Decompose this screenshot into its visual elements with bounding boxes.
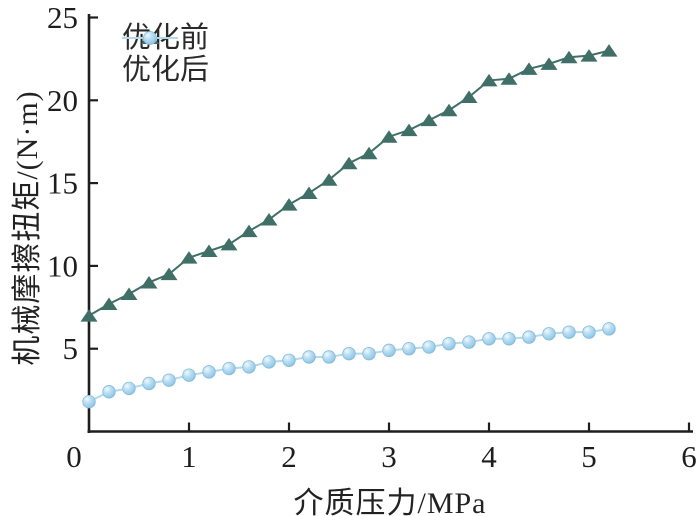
x-tick-label: 4 [481, 439, 497, 474]
triangle-point [560, 50, 578, 64]
sphere-point [302, 350, 316, 364]
sphere-point [402, 342, 416, 356]
series-before [80, 44, 618, 322]
x-tick-label: 5 [581, 439, 597, 474]
triangle-point [420, 113, 438, 127]
y-tick-label: 15 [47, 166, 78, 201]
sphere-point [342, 346, 356, 361]
y-tick-label: 10 [47, 248, 78, 283]
triangle-point [440, 103, 458, 117]
sphere-point [242, 360, 256, 374]
sphere-point [582, 325, 596, 339]
sphere-point [102, 385, 116, 399]
sphere-point [602, 322, 616, 336]
sphere-marker-icon [122, 31, 178, 45]
y-tick-label: 20 [47, 83, 78, 118]
legend-label-after: 优化后 [122, 54, 210, 86]
triangle-point [220, 237, 238, 251]
triangle-point [540, 57, 558, 70]
triangle-point [380, 130, 398, 143]
series-after [82, 322, 616, 409]
sphere-point [382, 343, 396, 358]
sphere-point [502, 332, 516, 346]
triangle-point [280, 198, 298, 211]
sphere-point [122, 381, 136, 396]
triangle-point [240, 224, 258, 238]
sphere-point [442, 337, 456, 351]
sphere-point [162, 373, 176, 387]
sphere-point [142, 376, 156, 391]
x-tick-label: 2 [281, 439, 297, 474]
triangle-point [500, 72, 518, 85]
triangle-point [520, 62, 538, 75]
triangle-point [160, 267, 178, 281]
y-tick-label: 5 [63, 331, 79, 366]
sphere-point [522, 330, 536, 344]
sphere-point [202, 365, 216, 379]
x-tick-label: 6 [681, 439, 697, 474]
sphere-point [422, 340, 436, 354]
x-axis-title: 介质压力/MPa [293, 487, 487, 516]
sphere-point [362, 346, 376, 361]
sphere-point [222, 361, 236, 376]
triangle-point [260, 213, 278, 226]
triangle-point [100, 297, 118, 310]
sphere-point [82, 394, 96, 409]
triangle-point [320, 173, 338, 186]
triangle-point [400, 123, 418, 137]
triangle-point [140, 275, 158, 289]
sphere-point [262, 355, 276, 369]
triangle-point [180, 251, 198, 264]
legend: 优化前 优化后 [122, 23, 209, 86]
triangle-point [580, 49, 598, 62]
triangle-point [80, 309, 98, 322]
triangle-point [200, 244, 218, 257]
y-axis-title: 机械摩擦扭矩/(N·m) [11, 90, 44, 366]
sphere-point [322, 350, 336, 364]
sphere-point [182, 368, 196, 382]
triangle-point [600, 44, 618, 57]
x-tick-label: 1 [181, 439, 197, 474]
sphere-point [562, 325, 576, 339]
triangle-point [360, 146, 378, 160]
sphere-point [542, 327, 556, 341]
x-tick-label: 3 [381, 439, 397, 474]
sphere-point [462, 335, 476, 349]
legend-item-after: 优化后 [122, 31, 210, 86]
triangle-point [480, 73, 498, 87]
x-tick-label: 0 [66, 439, 82, 474]
sphere-point [482, 332, 496, 346]
triangle-point [460, 90, 478, 103]
sphere-point [282, 353, 296, 367]
triangle-point [120, 287, 138, 301]
triangle-point [300, 186, 318, 200]
y-tick-label: 25 [47, 0, 78, 35]
triangle-point [340, 156, 358, 170]
